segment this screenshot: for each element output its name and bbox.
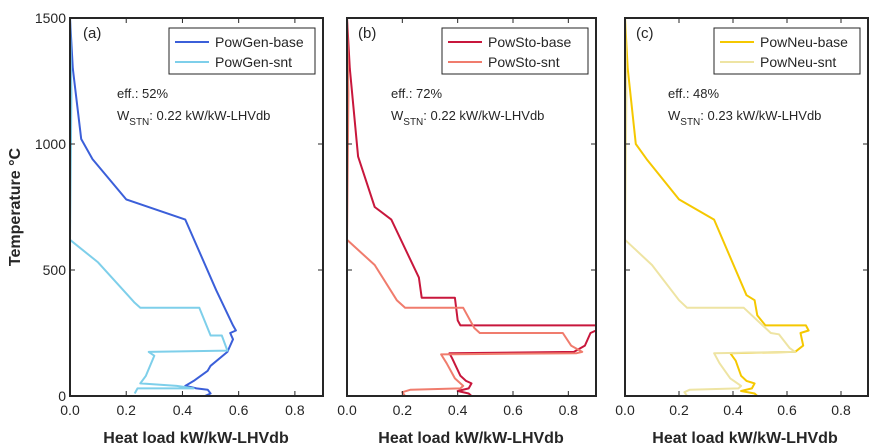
x-tick-label: 0.4 bbox=[723, 402, 743, 418]
x-tick-label: 0.8 bbox=[285, 402, 305, 418]
wstn-subscript: STN bbox=[680, 117, 700, 128]
wstn-annotation: WSTN: 0.22 kW/kW-LHVdb bbox=[117, 108, 270, 128]
efficiency-annotation: eff.: 48% bbox=[668, 86, 720, 101]
x-tick-label: 0.2 bbox=[669, 402, 689, 418]
x-tick-label: 0.0 bbox=[60, 402, 80, 418]
y-tick-label: 0 bbox=[58, 388, 66, 404]
legend-box bbox=[168, 27, 316, 75]
x-tick-label: 0.6 bbox=[777, 402, 797, 418]
wstn-value: : 0.22 kW/kW-LHVdb bbox=[423, 108, 544, 123]
panel-label: (a) bbox=[83, 25, 101, 42]
x-tick-label: 0.0 bbox=[615, 402, 635, 418]
x-tick-label: 0.6 bbox=[503, 402, 523, 418]
y-tick-label: 1500 bbox=[35, 10, 66, 26]
x-axis-title: Heat load kW/kW-LHVdb bbox=[652, 430, 838, 447]
x-tick-label: 0.2 bbox=[393, 402, 413, 418]
legend-label: PowNeu-base bbox=[760, 34, 848, 50]
wstn-main: W bbox=[391, 108, 404, 123]
wstn-value: : 0.23 kW/kW-LHVdb bbox=[700, 108, 821, 123]
efficiency-annotation: eff.: 72% bbox=[391, 86, 443, 101]
panel-c: Heat load kW/kW-LHVdb (c) eff.: 48% WSTN… bbox=[615, 17, 869, 447]
wstn-annotation: WSTN: 0.22 kW/kW-LHVdb bbox=[391, 108, 544, 128]
legend-label: PowGen-base bbox=[215, 34, 304, 50]
panel-label: (b) bbox=[358, 25, 376, 42]
x-tick-label: 0.6 bbox=[229, 402, 249, 418]
wstn-value: : 0.22 kW/kW-LHVdb bbox=[149, 108, 270, 123]
x-tick-label: 0.4 bbox=[173, 402, 193, 418]
plot-frame bbox=[624, 17, 869, 397]
panel-a: Heat load kW/kW-LHVdb (a) eff.: 52% WSTN… bbox=[35, 10, 324, 447]
series-line-powsto-snt bbox=[346, 17, 584, 397]
legend-box bbox=[713, 27, 861, 75]
wstn-main: W bbox=[668, 108, 681, 123]
y-tick-label: 500 bbox=[43, 262, 67, 278]
x-axis-title: Heat load kW/kW-LHVdb bbox=[378, 430, 564, 447]
x-axis-title: Heat load kW/kW-LHVdb bbox=[103, 430, 289, 447]
legend-label: PowSto-base bbox=[488, 34, 571, 50]
legend-box bbox=[441, 27, 589, 75]
wstn-subscript: STN bbox=[129, 117, 149, 128]
y-tick-label: 1000 bbox=[35, 136, 66, 152]
efficiency-annotation: eff.: 52% bbox=[117, 86, 169, 101]
x-tick-label: 0.0 bbox=[337, 402, 357, 418]
y-axis-title: Temperature °C bbox=[7, 147, 24, 266]
legend-label: PowSto-snt bbox=[488, 54, 560, 70]
x-tick-label: 0.8 bbox=[831, 402, 851, 418]
wstn-main: W bbox=[117, 108, 130, 123]
x-tick-label: 0.4 bbox=[448, 402, 468, 418]
wstn-subscript: STN bbox=[403, 117, 423, 128]
wstn-annotation: WSTN: 0.23 kW/kW-LHVdb bbox=[668, 108, 821, 128]
series-line-powsto-base bbox=[346, 17, 597, 397]
series-line-powneu-base bbox=[624, 17, 810, 397]
series-line-powgen-snt bbox=[69, 17, 229, 394]
plot-frame bbox=[69, 17, 324, 397]
panel-b: Heat load kW/kW-LHVdb (b) eff.: 72% WSTN… bbox=[337, 17, 597, 447]
legend-label: PowNeu-snt bbox=[760, 54, 836, 70]
x-tick-label: 0.8 bbox=[559, 402, 579, 418]
x-tick-label: 0.2 bbox=[116, 402, 136, 418]
legend-label: PowGen-snt bbox=[215, 54, 292, 70]
panel-label: (c) bbox=[636, 25, 654, 42]
plot-frame bbox=[346, 17, 597, 397]
series-line-powgen-base bbox=[69, 17, 237, 397]
series-line-powneu-snt bbox=[624, 17, 797, 397]
